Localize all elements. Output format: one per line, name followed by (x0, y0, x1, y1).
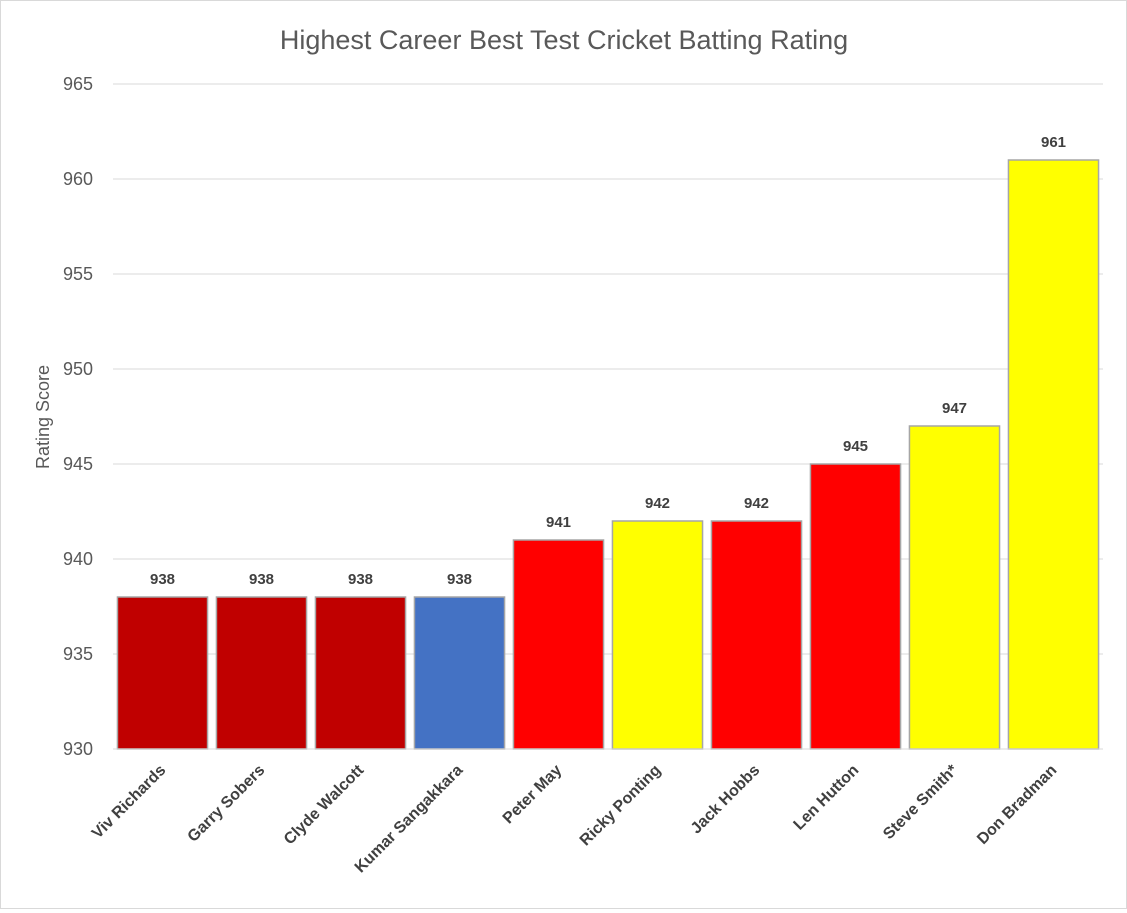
bar (710, 520, 803, 750)
x-tick-label: Steve Smith* (880, 761, 962, 843)
data-label: 942 (744, 495, 769, 512)
x-tick-label: Len Hutton (791, 762, 863, 834)
x-tick-label: Peter May (500, 762, 566, 828)
data-label: 942 (645, 495, 670, 512)
chart-title: Highest Career Best Test Cricket Batting… (280, 25, 848, 55)
bar (809, 463, 902, 750)
x-axis-ticks: Viv Richards Garry Sobers Clyde WalcottKum… (89, 761, 1060, 876)
bar (512, 539, 605, 750)
y-tick-label: 940 (63, 549, 93, 569)
data-labels: 938 938 938 938 941 942 942 945 947 961 (150, 134, 1066, 588)
y-tick-label: 945 (63, 454, 93, 474)
data-label: 945 (843, 438, 868, 455)
data-label: 961 (1041, 134, 1066, 151)
bar (215, 596, 308, 750)
y-tick-label: 950 (63, 359, 93, 379)
data-label: 938 (150, 571, 175, 588)
y-tick-label: 960 (63, 169, 93, 189)
y-tick-label: 955 (63, 264, 93, 284)
bar (314, 596, 407, 750)
gridlines (113, 83, 1103, 655)
x-tick-label: Jack Hobbs (688, 762, 764, 838)
y-axis-label: Rating Score (33, 365, 53, 469)
data-label: 938 (249, 571, 274, 588)
bars (116, 159, 1100, 750)
y-tick-label: 935 (63, 644, 93, 664)
y-tick-label: 930 (63, 739, 93, 759)
x-tick-label: Clyde Walcott (281, 761, 368, 848)
data-label: 941 (546, 514, 571, 531)
bar (413, 596, 506, 750)
data-label: 947 (942, 400, 967, 417)
y-tick-label: 965 (63, 74, 93, 94)
y-axis-ticks: 930 935 940 945 950 955 960 965 (63, 74, 93, 759)
x-tick-label: Kumar Sangakkara (352, 762, 467, 877)
bar (611, 520, 704, 750)
x-tick-label: Don Bradman (974, 762, 1060, 848)
data-label: 938 (348, 571, 373, 588)
x-tick-label: Garry Sobers (185, 762, 269, 846)
bar (908, 425, 1001, 750)
data-label: 938 (447, 571, 472, 588)
bar (116, 596, 209, 750)
bar (1007, 159, 1100, 750)
x-tick-label: Ricky Ponting (577, 762, 664, 849)
x-tick-label: Viv Richards (89, 762, 169, 842)
